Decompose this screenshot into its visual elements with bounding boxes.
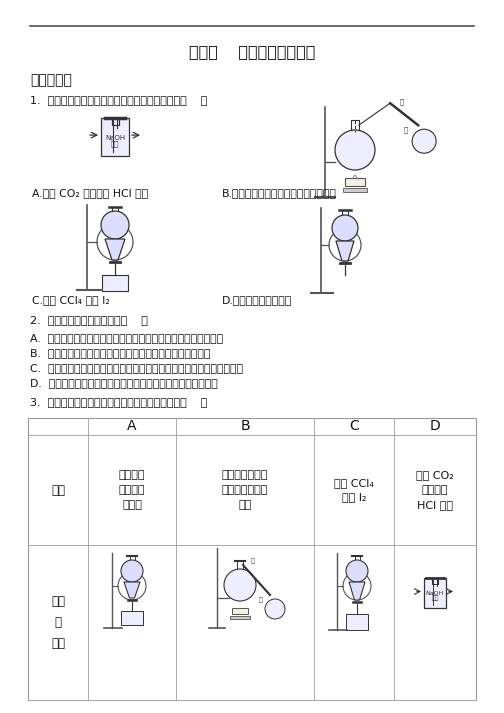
Text: 分离植物
油和氯化
钓溶液: 分离植物 油和氯化 钓溶液 <box>119 470 145 510</box>
Text: 一、选择题: 一、选择题 <box>30 73 72 87</box>
Bar <box>230 616 250 619</box>
Bar <box>346 614 368 630</box>
Polygon shape <box>336 241 354 261</box>
Polygon shape <box>105 239 125 260</box>
Polygon shape <box>124 582 140 598</box>
Text: A: A <box>127 419 137 434</box>
Bar <box>101 118 129 156</box>
Text: 水: 水 <box>404 126 408 133</box>
Text: 2.  下列实验操作中错误的是（    ）: 2. 下列实验操作中错误的是（ ） <box>30 315 148 325</box>
Text: C.  分液操作时，分液漏斗中下层液体从下口放出，上层液体从上口倒出: C. 分液操作时，分液漏斗中下层液体从下口放出，上层液体从上口倒出 <box>30 363 243 373</box>
Bar <box>232 608 248 614</box>
Circle shape <box>412 129 436 153</box>
Bar <box>343 188 367 192</box>
Text: 溶液: 溶液 <box>431 595 439 601</box>
Text: C.分离 CCl₄ 中的 I₂: C.分离 CCl₄ 中的 I₂ <box>32 295 110 305</box>
Text: 实验: 实验 <box>51 483 65 496</box>
Bar <box>102 275 128 291</box>
Text: D.分离苯和氯化钓溶液: D.分离苯和氯化钓溶液 <box>222 295 292 305</box>
Bar <box>345 178 365 186</box>
Text: 水: 水 <box>400 98 404 105</box>
Text: D.  萌取操作时，在选择萌取剂时，要求萌取剂和原溶剂不互溶: D. 萌取操作时，在选择萌取剂时，要求萌取剂和原溶剂不互溶 <box>30 378 218 388</box>
Circle shape <box>335 130 375 170</box>
Circle shape <box>332 215 358 241</box>
Circle shape <box>346 560 368 582</box>
Text: 分离 CCl₄
中的 I₂: 分离 CCl₄ 中的 I₂ <box>334 478 374 503</box>
Text: 水: 水 <box>259 597 263 602</box>
Circle shape <box>121 560 143 582</box>
Circle shape <box>224 569 256 601</box>
Text: A.  蜁发操作时，应使混合物中的水分完全蜁干后，才能停止加热: A. 蜁发操作时，应使混合物中的水分完全蜁干后，才能停止加热 <box>30 333 223 343</box>
Circle shape <box>265 599 285 619</box>
Bar <box>121 611 143 625</box>
Text: 1.  完成下列实验所选择的装置或仪器都正确的是（    ）: 1. 完成下列实验所选择的装置或仪器都正确的是（ ） <box>30 95 207 105</box>
Bar <box>424 578 446 608</box>
Text: B.除去氯化钓晶体中混有的硝酸鉄晶体: B.除去氯化钓晶体中混有的硝酸鉄晶体 <box>222 188 337 198</box>
Text: NaOH: NaOH <box>105 135 125 140</box>
Circle shape <box>101 211 129 239</box>
Text: C: C <box>349 419 359 434</box>
Text: 第一节    化学实验基本方法: 第一节 化学实验基本方法 <box>189 44 315 59</box>
Text: NaOH: NaOH <box>426 591 444 596</box>
Text: B.  蜗馏操作时，应使温度计水银球靠近蜗馏烧瓶的支管口处: B. 蜗馏操作时，应使温度计水银球靠近蜗馏烧瓶的支管口处 <box>30 348 210 358</box>
Text: 除去 CO₂
气体中的
HCl 气体: 除去 CO₂ 气体中的 HCl 气体 <box>416 470 454 510</box>
Text: 3.  完成下列实验所选择的装置、试剂都正确的是（    ）: 3. 完成下列实验所选择的装置、试剂都正确的是（ ） <box>30 397 207 407</box>
Text: A.除去 CO₂ 气体中的 HCl 气体: A.除去 CO₂ 气体中的 HCl 气体 <box>32 188 148 198</box>
Polygon shape <box>349 582 365 600</box>
Text: 除去氯化钓晶体
中混有的氯化鉄
晶体: 除去氯化钓晶体 中混有的氯化鉄 晶体 <box>222 470 268 510</box>
Text: D: D <box>429 419 440 434</box>
Bar <box>28 418 476 700</box>
Text: 溶液: 溶液 <box>111 140 119 147</box>
Text: B: B <box>240 419 250 434</box>
Text: 装置
或
仪器: 装置 或 仪器 <box>51 595 65 650</box>
Text: 水: 水 <box>250 558 255 564</box>
